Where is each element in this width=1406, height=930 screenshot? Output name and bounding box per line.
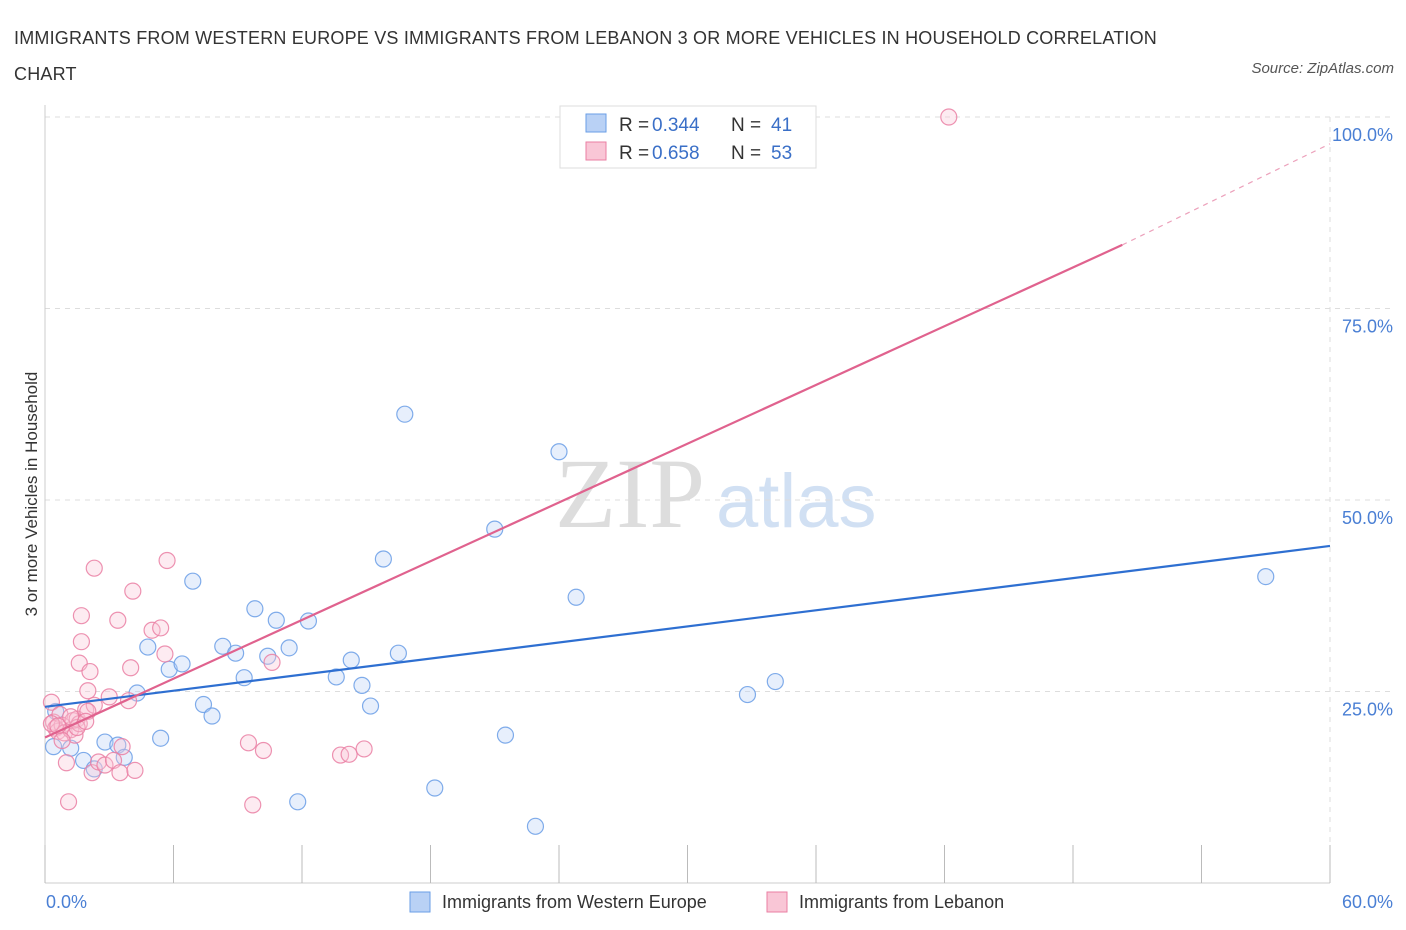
stats-r-label-blue: R = (619, 115, 649, 136)
watermark-atlas: atlas (716, 459, 877, 544)
data-point (113, 738, 131, 756)
data-point (152, 729, 170, 747)
legend-swatch-western-europe (409, 891, 431, 913)
axes (44, 105, 1331, 884)
stats-r-value-pink: 0.658 (652, 143, 700, 164)
stats-box: R = 0.344 N = 41 R = 0.658 N = 53 (559, 105, 817, 169)
data-point (496, 726, 515, 744)
trend-line-lebanon (44, 243, 1123, 739)
trend-line-lebanon-extension (1121, 143, 1331, 246)
data-point (72, 633, 91, 651)
data-point (340, 745, 358, 763)
data-point (396, 405, 414, 423)
stats-n-value-blue: 41 (771, 115, 792, 136)
data-point (738, 685, 757, 704)
data-point (81, 662, 99, 681)
data-point (940, 108, 958, 126)
data-point (203, 707, 221, 725)
y-tick-label: 25.0% (1342, 700, 1393, 720)
data-point (53, 731, 71, 750)
y-tick-label: 75.0% (1342, 317, 1393, 337)
data-point (263, 653, 281, 671)
data-point (100, 688, 118, 706)
gridlines (45, 116, 1393, 883)
data-point (109, 611, 127, 629)
data-point (156, 645, 174, 663)
data-point (124, 582, 142, 600)
y-tick-labels: 25.0% 50.0% 75.0% 100.0% (1332, 125, 1393, 720)
y-tick-label: 50.0% (1342, 508, 1393, 528)
x-tick-label-min: 0.0% (46, 892, 87, 912)
data-point (426, 779, 444, 797)
data-point (96, 733, 114, 751)
data-point (122, 659, 140, 677)
data-point (526, 817, 545, 835)
data-point (184, 572, 202, 590)
data-point (361, 697, 380, 715)
data-point (83, 764, 101, 782)
data-point (389, 644, 407, 662)
chart-title: IMMIGRANTS FROM WESTERN EUROPE VS IMMIGR… (14, 28, 1157, 84)
stats-r-label-pink: R = (619, 143, 649, 164)
x-tick-label-max: 60.0% (1342, 892, 1393, 912)
y-axis-label: 3 or more Vehicles in Household (22, 372, 41, 617)
data-point (550, 443, 568, 461)
data-point (126, 761, 144, 779)
data-point (342, 651, 360, 669)
data-point (79, 682, 97, 700)
stats-n-label-blue: N = (731, 115, 761, 136)
data-point (152, 619, 170, 637)
stats-swatch-pink (585, 141, 607, 161)
data-point (59, 793, 78, 811)
data-point (567, 588, 585, 606)
legend-swatch-lebanon (766, 891, 788, 913)
data-point (85, 559, 103, 577)
x-tick-labels: 0.0% 60.0% (46, 892, 1393, 912)
stats-n-label-pink: N = (731, 143, 761, 164)
trend-lines (44, 143, 1331, 739)
data-point (331, 746, 350, 764)
data-point (173, 655, 191, 673)
data-point (280, 639, 298, 657)
data-point (267, 611, 285, 629)
stats-swatch-blue (585, 113, 607, 133)
data-point (139, 638, 157, 656)
data-point (327, 668, 345, 686)
data-point (244, 796, 262, 814)
data-point (355, 740, 373, 758)
data-point (239, 734, 258, 752)
stats-n-value-pink: 53 (771, 143, 792, 164)
stats-r-value-blue: 0.344 (652, 115, 700, 136)
data-point (96, 756, 114, 774)
data-point (158, 551, 176, 570)
series-lebanon (42, 108, 958, 814)
chart-source: Source: ZipAtlas.com (1251, 60, 1394, 77)
data-point (194, 695, 213, 714)
data-point (766, 672, 784, 691)
data-point (374, 550, 392, 568)
data-point (246, 600, 264, 618)
data-point (57, 754, 76, 772)
legend-label-western-europe: Immigrants from Western Europe (442, 892, 707, 912)
legend: Immigrants from Western Europe Immigrant… (409, 891, 1004, 913)
data-point (254, 741, 273, 760)
legend-label-lebanon: Immigrants from Lebanon (799, 892, 1004, 912)
trend-line-western-europe (44, 544, 1331, 708)
y-tick-label: 100.0% (1332, 125, 1393, 145)
data-point (1257, 567, 1275, 586)
data-point (72, 607, 91, 625)
data-point (353, 676, 371, 694)
data-point (111, 764, 129, 782)
data-point (289, 793, 307, 811)
